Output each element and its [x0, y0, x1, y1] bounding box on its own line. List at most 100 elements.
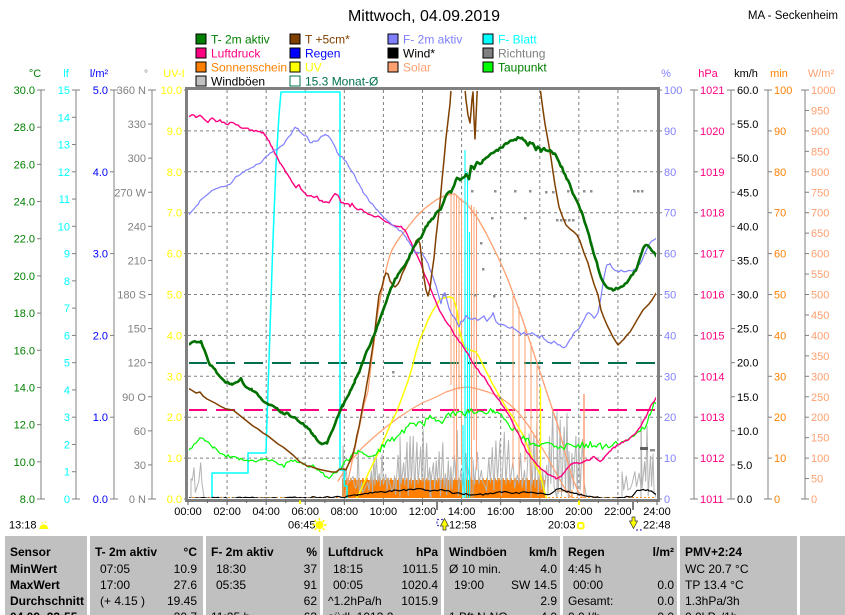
svg-text:2.9: 2.9 — [540, 594, 557, 608]
svg-text:800: 800 — [811, 167, 829, 179]
svg-text:04.09, 23:55: 04.09, 23:55 — [10, 610, 78, 615]
svg-text:1013: 1013 — [700, 412, 724, 424]
svg-text:08:00: 08:00 — [331, 506, 359, 518]
svg-text:1016: 1016 — [700, 290, 724, 302]
svg-text:7: 7 — [64, 303, 70, 315]
svg-text:550: 550 — [811, 269, 829, 281]
svg-text:UV-I: UV-I — [163, 68, 184, 80]
svg-text:14: 14 — [58, 112, 70, 124]
svg-text:50: 50 — [664, 290, 676, 302]
svg-text:8.0: 8.0 — [20, 494, 35, 506]
svg-text:950: 950 — [811, 105, 829, 117]
svg-text:750: 750 — [811, 187, 829, 199]
svg-text:Luftdruck: Luftdruck — [211, 47, 261, 61]
svg-text:2.0: 2.0 — [93, 330, 108, 342]
svg-text:9: 9 — [64, 249, 70, 261]
svg-text:1020.4: 1020.4 — [401, 578, 438, 592]
svg-text:330: 330 — [128, 119, 146, 131]
svg-text:(+ 4.15 ): (+ 4.15 ) — [100, 594, 145, 608]
svg-text:13: 13 — [58, 140, 70, 152]
svg-text:12: 12 — [58, 167, 70, 179]
svg-text:8.0: 8.0 — [167, 167, 182, 179]
svg-text:TP 13.4 °C: TP 13.4 °C — [685, 578, 744, 592]
svg-text:18:00: 18:00 — [526, 506, 554, 518]
svg-text:00:00: 00:00 — [573, 578, 603, 592]
svg-text:0: 0 — [774, 494, 780, 506]
svg-text:14.0: 14.0 — [14, 382, 35, 394]
svg-text:70: 70 — [664, 208, 676, 220]
svg-text:W/m²: W/m² — [808, 68, 835, 80]
svg-text:300: 300 — [811, 371, 829, 383]
svg-text:1011.5: 1011.5 — [402, 562, 438, 576]
svg-text:50: 50 — [774, 290, 786, 302]
svg-text:F- Blatt: F- Blatt — [498, 33, 537, 47]
svg-text:10: 10 — [774, 453, 786, 465]
svg-text:10: 10 — [664, 453, 676, 465]
svg-text:Luftdruck: Luftdruck — [328, 545, 384, 559]
svg-text:00:00: 00:00 — [174, 506, 202, 518]
svg-text:19.45: 19.45 — [167, 594, 197, 608]
svg-text:100: 100 — [664, 85, 682, 97]
svg-text:150: 150 — [811, 433, 829, 445]
svg-text:5.0: 5.0 — [93, 85, 108, 97]
svg-text:13:18: 13:18 — [9, 520, 37, 532]
svg-text:150: 150 — [128, 324, 146, 336]
svg-text:km/h: km/h — [529, 545, 557, 559]
svg-text:Mittwoch, 04.09.2019: Mittwoch, 04.09.2019 — [348, 8, 500, 25]
svg-text:0.0: 0.0 — [657, 610, 674, 615]
svg-text:°C: °C — [29, 68, 41, 80]
svg-text:30.0: 30.0 — [14, 85, 35, 97]
svg-text:UV: UV — [305, 61, 322, 75]
svg-text:40.0: 40.0 — [737, 221, 758, 233]
svg-text:120: 120 — [128, 358, 146, 370]
svg-text:Durchschnitt: Durchschnitt — [10, 594, 84, 608]
svg-text:10:00: 10:00 — [370, 506, 398, 518]
svg-text:1011: 1011 — [700, 494, 724, 506]
svg-text:Windböen: Windböen — [211, 75, 265, 89]
svg-text:300: 300 — [128, 153, 146, 165]
svg-text:0.0: 0.0 — [737, 494, 752, 506]
svg-text:240: 240 — [128, 221, 146, 233]
svg-text:10.0: 10.0 — [14, 457, 35, 469]
svg-text:1012: 1012 — [700, 453, 724, 465]
svg-text:10.9: 10.9 — [174, 562, 198, 576]
svg-text:40: 40 — [774, 330, 786, 342]
svg-text:350: 350 — [811, 351, 829, 363]
svg-text:20.0: 20.0 — [737, 358, 758, 370]
svg-text:3.0: 3.0 — [167, 371, 182, 383]
svg-text:40: 40 — [664, 330, 676, 342]
svg-text:Ø 10 min.: Ø 10 min. — [449, 562, 501, 576]
svg-text:80: 80 — [774, 167, 786, 179]
svg-text:1.0: 1.0 — [167, 453, 182, 465]
svg-text:PMV+2:24: PMV+2:24 — [685, 545, 742, 559]
svg-text:°C: °C — [184, 545, 198, 559]
svg-text:24.0: 24.0 — [14, 197, 35, 209]
svg-text:%: % — [306, 545, 317, 559]
svg-text:0.0l P. /1h: 0.0l P. /1h — [685, 610, 738, 615]
svg-text:T- 2m aktiv: T- 2m aktiv — [95, 545, 157, 559]
svg-text:°: ° — [144, 69, 148, 80]
svg-text:1019: 1019 — [700, 167, 724, 179]
svg-text:60.0: 60.0 — [737, 85, 758, 97]
svg-text:20:00: 20:00 — [565, 506, 593, 518]
svg-text:180 S: 180 S — [117, 290, 146, 302]
svg-text:05:35: 05:35 — [216, 578, 246, 592]
svg-text:1.3hPa/3h: 1.3hPa/3h — [685, 594, 740, 608]
svg-text:11: 11 — [59, 194, 70, 206]
svg-text:10.0: 10.0 — [161, 85, 182, 97]
svg-text:25.0: 25.0 — [737, 324, 758, 336]
svg-text:1.0: 1.0 — [93, 412, 108, 424]
svg-text:4.0: 4.0 — [540, 610, 557, 615]
svg-text:24:00: 24:00 — [643, 506, 671, 518]
svg-text:19:00: 19:00 — [454, 578, 484, 592]
svg-text:9.0: 9.0 — [167, 126, 182, 138]
svg-text:60: 60 — [134, 426, 146, 438]
svg-text:1014: 1014 — [700, 371, 724, 383]
svg-text:Richtung: Richtung — [498, 47, 545, 61]
svg-text:F- 2m aktiv: F- 2m aktiv — [403, 33, 462, 47]
svg-text:37: 37 — [304, 562, 318, 576]
svg-text:südl. 1013.2: südl. 1013.2 — [328, 610, 394, 615]
svg-text:3.0: 3.0 — [93, 249, 108, 261]
svg-text:1020: 1020 — [700, 126, 724, 138]
svg-text:min: min — [770, 68, 788, 80]
